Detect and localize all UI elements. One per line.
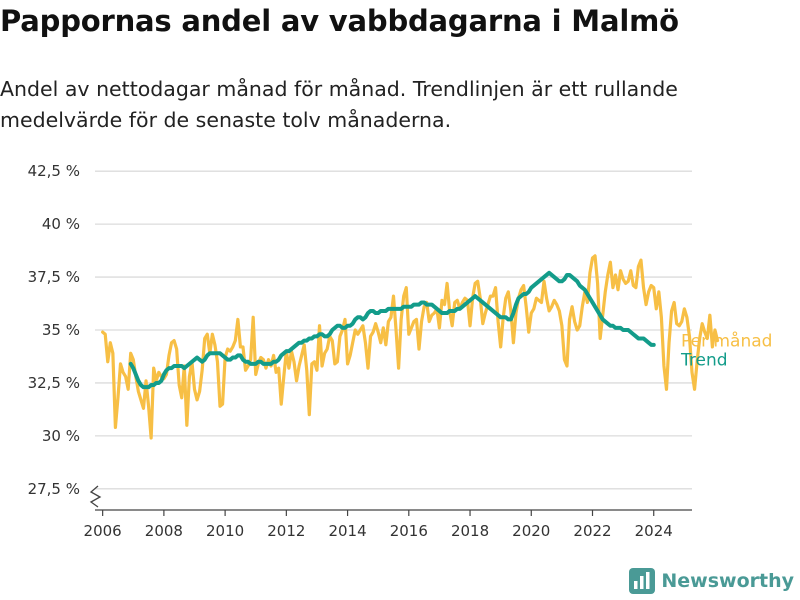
brand-name: Newsworthy xyxy=(661,570,794,592)
y-tick-label: 27,5 % xyxy=(28,480,80,498)
x-tick-label: 2008 xyxy=(145,522,183,540)
brand-logo[interactable]: Newsworthy xyxy=(629,568,794,594)
x-tick-label: 2012 xyxy=(267,522,305,540)
y-tick-label: 42,5 % xyxy=(28,162,80,180)
axis-break-icon xyxy=(89,485,102,508)
x-tick-label: 2006 xyxy=(84,522,122,540)
legend-label: Per månad xyxy=(681,331,772,352)
series-group xyxy=(101,254,720,440)
y-tick-label: 37,5 % xyxy=(28,268,80,286)
x-tick-label: 2024 xyxy=(635,522,673,540)
y-tick-label: 35 % xyxy=(42,321,80,339)
chart-title: Pappornas andel av vabbdagarna i Malmö xyxy=(0,4,679,38)
bar-chart-icon xyxy=(629,568,656,594)
series-line xyxy=(101,254,720,440)
x-tick-label: 2020 xyxy=(512,522,550,540)
y-tick-label: 32,5 % xyxy=(28,374,80,392)
axis-break-zigzag xyxy=(89,485,102,508)
chart-subtitle: Andel av nettodagar månad för månad. Tre… xyxy=(0,77,678,132)
x-tick-label: 2010 xyxy=(206,522,244,540)
x-tick-label: 2022 xyxy=(573,522,611,540)
x-tick-label: 2014 xyxy=(328,522,366,540)
y-tick-label: 40 % xyxy=(42,215,80,233)
x-tick-label: 2018 xyxy=(451,522,489,540)
series-line xyxy=(128,270,656,390)
y-tick-label: 30 % xyxy=(42,427,80,445)
x-axis: 2006 2008 2010 2012 2014 2016 2018 2020 2022 2024 xyxy=(84,509,692,540)
legend-label: Trend xyxy=(680,351,728,371)
y-axis: 27,5 % 30 % 32,5 % 35 % 37,5 % 40 % 42,5 % xyxy=(28,162,80,498)
x-tick-label: 2016 xyxy=(390,522,428,540)
